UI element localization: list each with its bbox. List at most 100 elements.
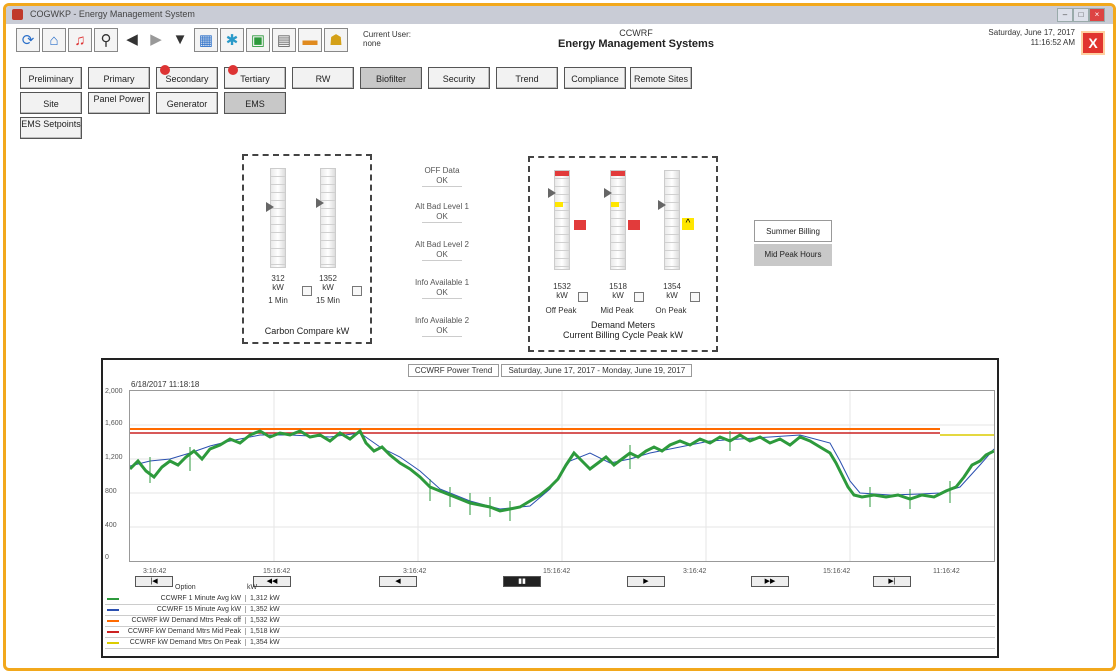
mid-peak-unit: kW (612, 291, 624, 300)
on-peak-label: On Peak (655, 306, 687, 315)
on-peak-checkbox[interactable] (690, 292, 700, 302)
setpoint-arrow-icon (658, 200, 666, 210)
mid-peak-hours-button[interactable]: Mid Peak Hours (754, 244, 832, 266)
legend-header-name: Option (175, 584, 196, 591)
nav-site[interactable]: Site (20, 92, 82, 114)
x-tick-label: 11:16:42 (933, 568, 960, 575)
x-tick-label: 3:16:42 (143, 568, 167, 575)
print-icon[interactable]: ▬ (298, 28, 322, 52)
y-tick-label: 1,200 (105, 454, 123, 461)
scroll-end-button[interactable]: ▶| (873, 576, 911, 587)
carbon-1min-value: 312 (271, 274, 285, 283)
exit-button[interactable]: X (1081, 31, 1105, 55)
back-arrow-icon[interactable]: ◀ (126, 31, 138, 48)
nav-remote-sites[interactable]: Remote Sites (630, 67, 692, 89)
carbon-1min-checkbox[interactable] (302, 286, 312, 296)
x-tick-label: 15:16:42 (263, 568, 291, 575)
y-tick-label: 1,600 (105, 420, 123, 427)
trend-plot-area[interactable] (129, 390, 995, 562)
status-label: Alt Bad Level 1 (415, 202, 469, 211)
on-peak-value: 1354 (663, 282, 681, 291)
legend-value: 1,354 kW (245, 639, 280, 646)
trend-timestamp: 6/18/2017 11:18:18 (131, 380, 200, 389)
carbon-1min-bar (270, 168, 286, 268)
title-bar: COGWKP - Energy Management System – □ × (6, 6, 1113, 24)
nav-compliance[interactable]: Compliance (564, 67, 626, 89)
legend-row[interactable]: CCWRF kW Demand Mtrs On Peak 1,354 kW (105, 638, 995, 649)
system-name: Energy Management Systems (558, 38, 714, 50)
screen-icon[interactable]: ▦ (194, 28, 218, 52)
status-item: Alt Bad Level 2 OK (392, 240, 492, 261)
display-icon[interactable]: ▤ (272, 28, 296, 52)
legend-name: CCWRF 15 Minute Avg kW (156, 606, 241, 613)
plant-icon[interactable]: ▣ (246, 28, 270, 52)
nav-trend[interactable]: Trend (496, 67, 558, 89)
trend-title: CCWRF Power Trend (407, 364, 500, 377)
operator-icon[interactable]: ⚲ (94, 28, 118, 52)
legend-row[interactable]: CCWRF 15 Minute Avg kW 1,352 kW (105, 605, 995, 616)
time-text: 11:16:52 AM (1030, 38, 1075, 47)
alarm-dot-icon (160, 65, 170, 75)
status-label: Info Available 2 (414, 316, 470, 325)
legend-row[interactable]: CCWRF kW Demand Mtrs Mid Peak 1,518 kW (105, 627, 995, 638)
legend-row[interactable]: CCWRF 1 Minute Avg kW 1,312 kW (105, 594, 995, 605)
trend-title-bar: CCWRF Power Trend Saturday, June 17, 201… (103, 364, 997, 377)
nav-primary[interactable]: Primary (88, 67, 150, 89)
scroll-forward-button[interactable]: ▶▶ (751, 576, 789, 587)
setpoint-arrow-icon (604, 188, 612, 198)
forward-arrow-icon[interactable]: ▶ (150, 31, 162, 48)
maximize-button[interactable]: □ (1073, 8, 1089, 22)
legend-name: CCWRF kW Demand Mtrs Peak off (131, 617, 241, 624)
nav-panel-power[interactable]: Panel Power (88, 92, 150, 114)
summer-billing-period-button[interactable]: Summer Billing Period (754, 220, 832, 258)
alarm-bell-icon[interactable]: ♫ (68, 28, 92, 52)
step-back-button[interactable]: ◀ (379, 576, 417, 587)
nav-rw[interactable]: RW (292, 67, 354, 89)
status-item: Info Available 2 OK (392, 316, 492, 337)
setpoint-arrow-icon (266, 202, 274, 212)
nav-secondary[interactable]: Secondary (156, 65, 218, 89)
scroll-start-button[interactable]: |◀ (135, 576, 173, 587)
off-peak-label: Off Peak (545, 306, 577, 315)
nav-preliminary[interactable]: Preliminary (20, 67, 82, 89)
nav-security[interactable]: Security (428, 67, 490, 89)
nav-secondary-label: Secondary (165, 74, 209, 84)
carbon-1min-unit: kW (272, 283, 284, 292)
network-icon[interactable]: ✱ (220, 28, 244, 52)
nav-biofilter[interactable]: Biofilter (360, 67, 422, 89)
refresh-icon[interactable]: ⟳ (16, 28, 40, 52)
step-forward-button[interactable]: ▶ (627, 576, 665, 587)
mid-peak-checkbox[interactable] (634, 292, 644, 302)
status-value: OK (422, 288, 462, 299)
nav-ems[interactable]: EMS (224, 92, 286, 114)
legend-name: CCWRF 1 Minute Avg kW (160, 595, 241, 602)
off-peak-checkbox[interactable] (578, 292, 588, 302)
nav-tertiary[interactable]: Tertiary (224, 65, 286, 89)
carbon-15min-unit: kW (322, 283, 334, 292)
x-tick-label: 15:16:42 (823, 568, 851, 575)
nav-ems-setpoints[interactable]: EMS Setpoints (20, 117, 82, 139)
down-arrow-icon[interactable]: ▼ (172, 31, 188, 48)
nav-generator[interactable]: Generator (156, 92, 218, 114)
peak-marker (628, 220, 640, 230)
y-tick-label: 800 (105, 488, 117, 495)
user-icon[interactable]: ☗ (324, 28, 348, 52)
scroll-back-button[interactable]: ◀◀ (253, 576, 291, 587)
home-icon[interactable]: ⌂ (42, 28, 66, 52)
legend-row[interactable]: CCWRF kW Demand Mtrs Peak off 1,532 kW (105, 616, 995, 627)
site-name: CCWRF (619, 28, 653, 38)
off-peak-bar (554, 170, 570, 270)
on-peak-unit: kW (666, 291, 678, 300)
carbon-15min-checkbox[interactable] (352, 286, 362, 296)
fifteen-minute-avg-series (130, 432, 994, 510)
window-close-button[interactable]: × (1089, 8, 1105, 22)
status-item: Info Available 1 OK (392, 278, 492, 299)
one-minute-avg-series (130, 428, 994, 513)
status-value: OK (422, 212, 462, 223)
current-user: Current User: none (363, 30, 411, 48)
app-window: COGWKP - Energy Management System – □ × … (3, 3, 1116, 671)
minimize-button[interactable]: – (1057, 8, 1073, 22)
nav-tertiary-label: Tertiary (240, 74, 270, 84)
x-tick-label: 3:16:42 (403, 568, 427, 575)
pause-button[interactable]: ▮▮ (503, 576, 541, 587)
